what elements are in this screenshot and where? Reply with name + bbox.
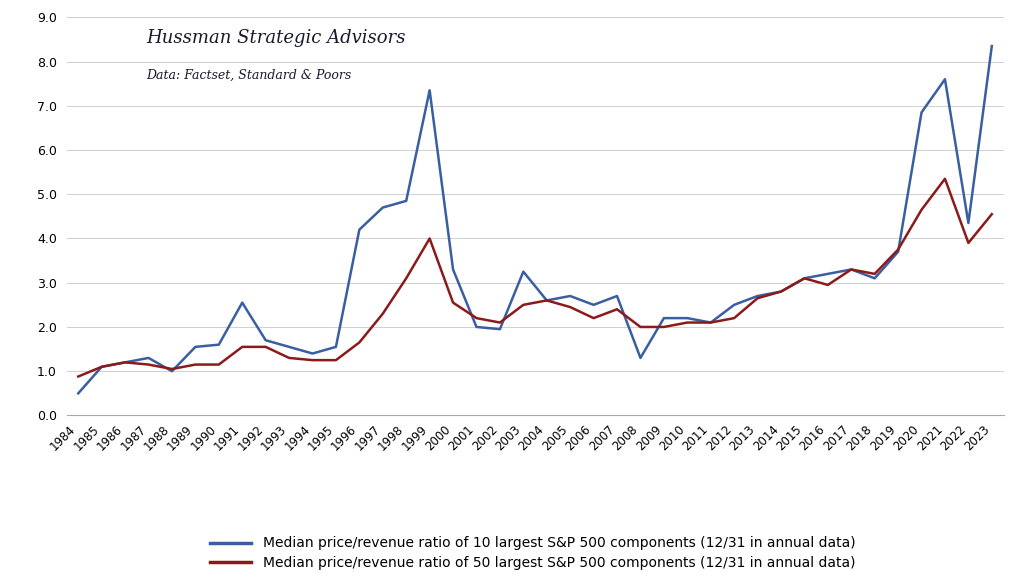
Text: Data: Factset, Standard & Poors: Data: Factset, Standard & Poors — [146, 69, 351, 82]
Legend: Median price/revenue ratio of 10 largest S&P 500 components (12/31 in annual dat: Median price/revenue ratio of 10 largest… — [210, 537, 855, 570]
Text: Hussman Strategic Advisors: Hussman Strategic Advisors — [146, 29, 406, 47]
